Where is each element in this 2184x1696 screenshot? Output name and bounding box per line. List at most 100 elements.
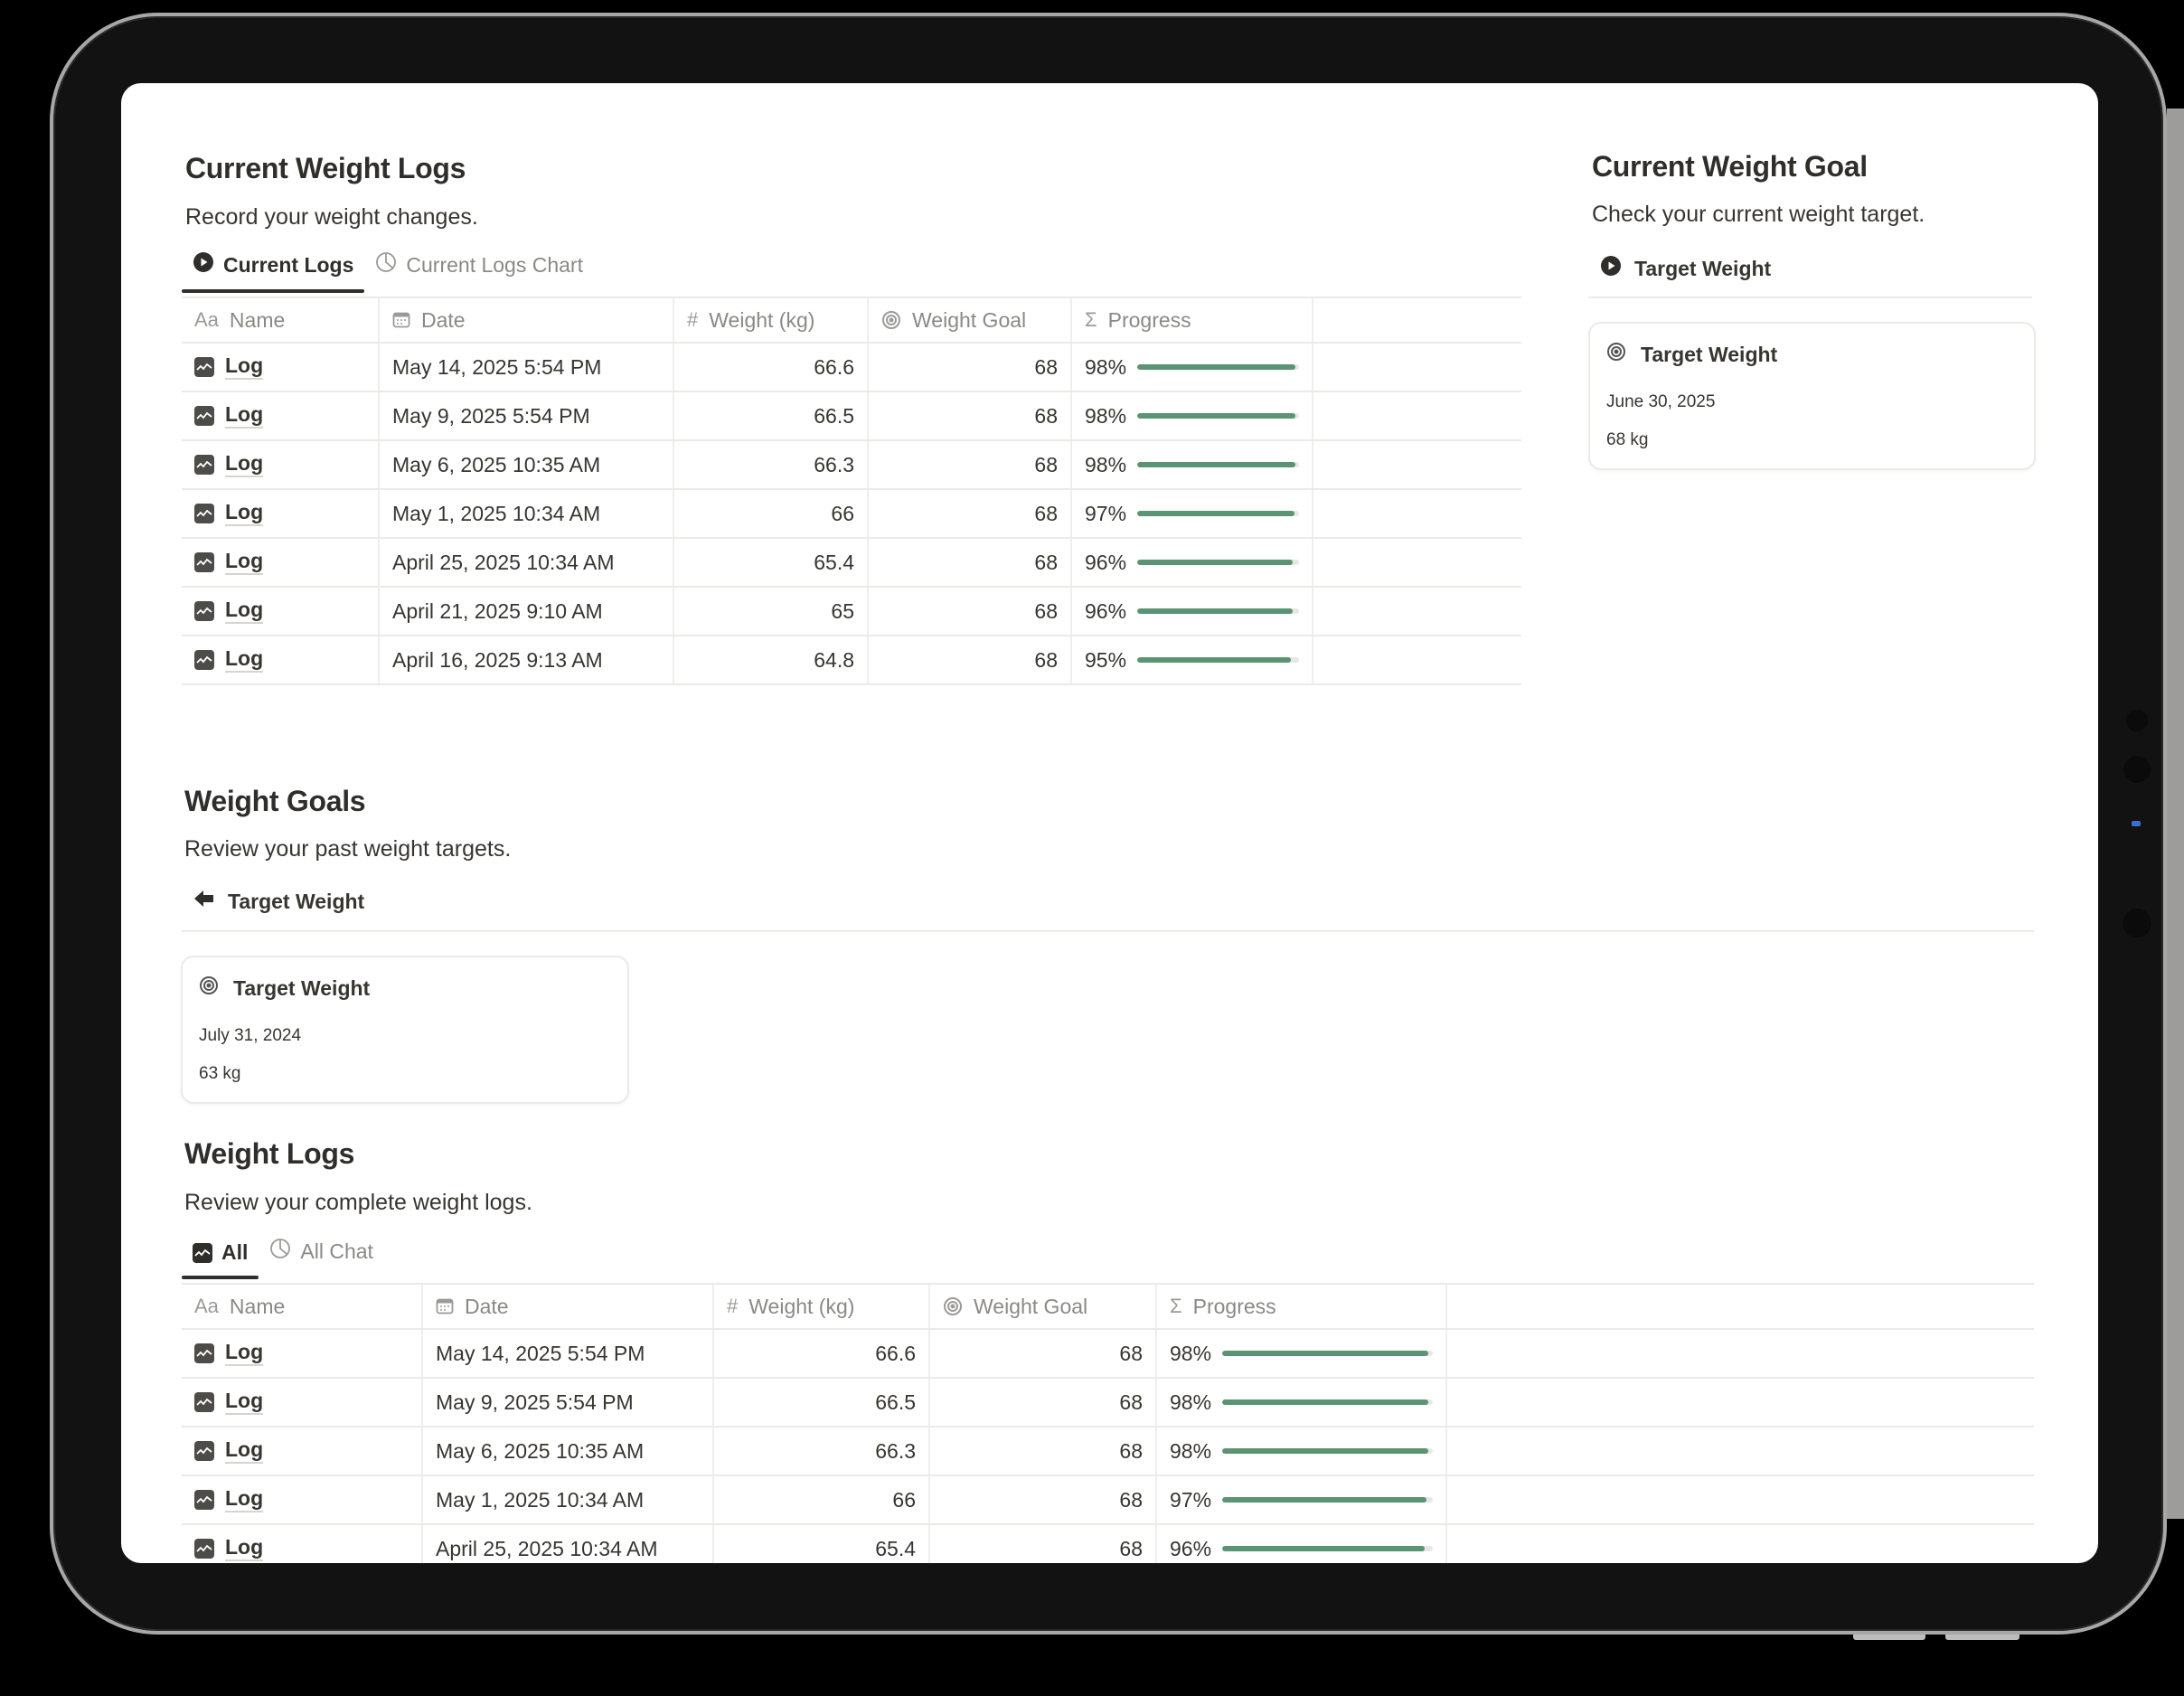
cell-progress: 96% [1156,1524,1447,1563]
cell-progress: 95% [1071,636,1313,685]
column-header-date[interactable]: Date [422,1285,714,1330]
cell-date: April 25, 2025 10:34 AM [422,1524,714,1563]
cell-name[interactable]: Log [182,1524,423,1563]
target-icon [1606,342,1626,367]
column-header-name[interactable]: Aa Name [182,1285,423,1330]
cell-date: May 6, 2025 10:35 AM [422,1427,714,1476]
cell-progress: 98% [1156,1427,1447,1476]
table-row[interactable]: Log May 6, 2025 10:35 AM 66.3 68 98% [182,1427,2034,1476]
table-row[interactable]: Log May 14, 2025 5:54 PM 66.6 68 98% [182,1329,2034,1379]
cell-name[interactable]: Log [182,391,380,441]
table-row[interactable]: Log May 9, 2025 5:54 PM 66.5 68 98% [182,391,1521,441]
log-link[interactable]: Log [225,1438,264,1464]
column-header-name[interactable]: Aa Name [182,298,380,344]
column-header-progress[interactable]: Σ Progress [1071,298,1313,344]
chart-line-icon [193,1242,212,1263]
log-link[interactable]: Log [225,1487,264,1512]
tab-current-logs-chart[interactable]: Current Logs Chart [364,251,594,291]
table-row[interactable]: Log May 14, 2025 5:54 PM 66.6 68 98% [182,343,1521,392]
cell-weight-goal: 68 [868,538,1072,588]
column-header-progress[interactable]: Σ Progress [1156,1285,1447,1330]
camera-sensor [2126,710,2148,731]
cell-weight-goal: 68 [929,1378,1157,1427]
progress-bar [1137,657,1299,663]
arrow-left-icon [193,889,215,914]
cell-weight: 66.5 [673,391,869,441]
cell-progress: 98% [1071,440,1313,490]
cell-name[interactable]: Log [182,440,380,490]
log-link[interactable]: Log [225,1536,264,1561]
cell-name[interactable]: Log [182,1329,423,1379]
goal-card-past[interactable]: Target Weight July 31, 2024 63 kg [181,956,629,1104]
section-description: Review your past weight targets. [184,836,512,862]
table-row[interactable]: Log May 1, 2025 10:34 AM 66 68 97% [182,1475,2034,1525]
column-header-weight-goal[interactable]: Weight Goal [868,298,1072,344]
chart-line-icon [194,503,214,523]
progress-percent: 96% [1085,598,1127,623]
cell-progress: 96% [1071,538,1313,588]
cell-name[interactable]: Log [182,1475,423,1525]
hardware-button [1945,1635,2019,1640]
cell-empty [1313,636,1521,685]
column-header-weight[interactable]: # Weight (kg) [673,298,869,344]
card-title: Target Weight [1641,342,1778,366]
play-circle-icon [193,251,214,278]
tabs-divider [182,297,1521,298]
cell-name[interactable]: Log [182,343,380,392]
cell-name[interactable]: Log [182,1378,423,1427]
tab-all-chat[interactable]: All Chat [259,1238,384,1277]
log-link[interactable]: Log [225,501,264,526]
table-row[interactable]: Log April 21, 2025 9:10 AM 65 68 96% [182,587,1521,636]
log-link[interactable]: Log [225,403,264,429]
column-header-weight[interactable]: # Weight (kg) [713,1285,930,1330]
chart-line-icon [194,1343,214,1363]
target-icon [943,1296,963,1316]
cell-empty [1313,343,1521,392]
log-link[interactable]: Log [225,1390,264,1415]
table-row[interactable]: Log April 16, 2025 9:13 AM 64.8 68 95% [182,636,1521,685]
cell-date: May 1, 2025 10:34 AM [422,1475,714,1525]
cell-weight: 66.3 [713,1427,930,1476]
goal-card-current[interactable]: Target Weight June 30, 2025 68 kg [1588,322,2036,470]
cell-name[interactable]: Log [182,636,380,685]
log-link[interactable]: Log [225,354,264,380]
cell-weight: 66.3 [673,440,869,490]
log-link[interactable]: Log [225,550,264,575]
view-tab-target-weight[interactable]: Target Weight [1600,255,1771,282]
table-row[interactable]: Log May 6, 2025 10:35 AM 66.3 68 98% [182,440,1521,490]
column-header-date[interactable]: Date [379,298,674,344]
log-link[interactable]: Log [225,1341,264,1366]
table-row[interactable]: Log April 25, 2025 10:34 AM 65.4 68 96% [182,1524,2034,1563]
cell-empty [1446,1524,2034,1563]
cell-date: April 25, 2025 10:34 AM [379,538,674,588]
cell-name[interactable]: Log [182,1427,423,1476]
cell-weight-goal: 68 [868,636,1072,685]
column-header-empty [1313,298,1521,344]
log-link[interactable]: Log [225,598,264,624]
cell-progress: 98% [1156,1378,1447,1427]
cell-weight: 65 [673,587,869,636]
card-date: July 31, 2024 [199,1026,302,1045]
card-title: Target Weight [233,975,371,1000]
log-link[interactable]: Log [225,452,264,477]
tab-label: All [221,1240,249,1264]
progress-bar [1137,462,1299,467]
cell-name[interactable]: Log [182,538,380,588]
tab-all[interactable]: All [182,1240,259,1279]
hardware-button [1853,1635,1925,1640]
tab-current-logs[interactable]: Current Logs [182,251,365,293]
table-row[interactable]: Log April 25, 2025 10:34 AM 65.4 68 96% [182,538,1521,588]
log-link[interactable]: Log [225,647,264,673]
table-row[interactable]: Log May 9, 2025 5:54 PM 66.5 68 98% [182,1378,2034,1427]
cell-name[interactable]: Log [182,587,380,636]
cell-weight-goal: 68 [929,1524,1157,1563]
column-header-weight-goal[interactable]: Weight Goal [929,1285,1157,1330]
cell-weight: 65.4 [713,1524,930,1563]
cell-name[interactable]: Log [182,489,380,539]
view-tab-target-weight[interactable]: Target Weight [193,889,364,914]
indicator-light [2132,821,2141,826]
table-row[interactable]: Log May 1, 2025 10:34 AM 66 68 97% [182,489,1521,539]
progress-percent: 97% [1170,1487,1212,1512]
view-divider [182,930,2034,932]
progress-percent: 98% [1170,1438,1212,1463]
